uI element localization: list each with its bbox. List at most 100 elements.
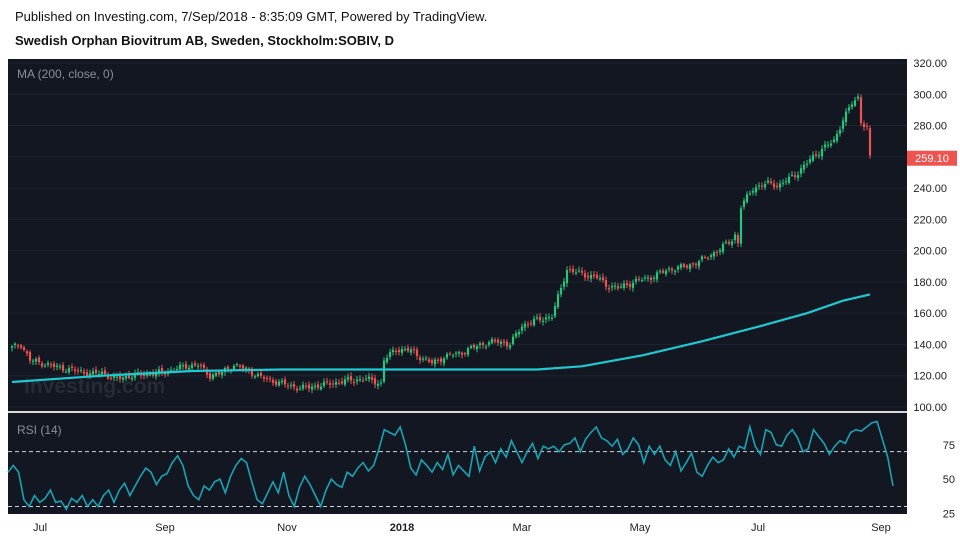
candle-body	[865, 125, 869, 127]
candle-body	[478, 343, 482, 346]
candle-body	[631, 282, 635, 289]
price-tick-label: 300.00	[913, 89, 947, 101]
candle-body	[565, 270, 569, 284]
price-tick-label: 160.00	[913, 308, 947, 320]
candle-body	[628, 284, 632, 287]
candle-body	[133, 373, 137, 378]
candle-body	[736, 235, 740, 244]
time-axis: Jul Sep Nov 2018 Mar May Jul Sep	[33, 522, 891, 534]
candle-body	[733, 234, 737, 240]
candle-body	[721, 243, 725, 252]
candle-body	[703, 256, 707, 258]
candle-body	[370, 377, 374, 380]
candle-body	[79, 370, 83, 372]
candle-body	[130, 377, 134, 380]
candle-body	[613, 285, 617, 287]
candle-body	[598, 278, 602, 280]
candle-body	[610, 286, 614, 288]
candle-body	[835, 133, 839, 141]
candle-body	[463, 353, 467, 355]
price-tick-label: 120.00	[913, 371, 947, 383]
candle-body	[799, 168, 803, 174]
candle-body	[319, 386, 323, 390]
candle-body	[856, 96, 860, 99]
candle-body	[700, 256, 704, 260]
candle-body	[115, 376, 119, 378]
candle-body	[589, 274, 593, 279]
candle-body	[22, 347, 26, 350]
candle-body	[340, 381, 344, 384]
time-tick-label: 2018	[390, 522, 414, 534]
candle-body	[196, 365, 200, 367]
candle-body	[214, 373, 218, 376]
candle-body	[280, 380, 284, 383]
candle-body	[706, 257, 710, 259]
candle-body	[823, 144, 827, 148]
candle-body	[94, 369, 98, 374]
candle-body	[655, 272, 659, 280]
candle-body	[244, 367, 248, 370]
rsi-pane-background	[8, 413, 907, 514]
candle-body	[646, 277, 650, 279]
last-price-tag-box	[907, 150, 957, 166]
candle-body	[202, 364, 206, 368]
candle-body	[601, 277, 605, 281]
rsi-tick-label: 50	[943, 474, 955, 486]
candle-body	[307, 384, 311, 389]
candle-body	[574, 272, 578, 274]
candle-body	[559, 288, 563, 295]
candle-body	[88, 373, 92, 377]
candle-body	[586, 275, 590, 278]
candle-body	[493, 339, 497, 342]
candle-body	[364, 378, 368, 380]
time-tick-label: Jul	[33, 522, 47, 534]
candle-body	[286, 385, 290, 387]
candle-body	[226, 366, 230, 369]
candle-body	[841, 120, 845, 129]
candle-body	[775, 185, 779, 187]
candle-body	[16, 345, 20, 347]
candle-body	[640, 280, 644, 282]
candle-body	[805, 163, 809, 165]
candle-body	[814, 154, 818, 156]
candle-body	[868, 128, 872, 156]
candle-body	[766, 180, 770, 183]
candle-body	[331, 383, 335, 385]
candle-body	[151, 372, 155, 376]
candle-body	[163, 373, 167, 375]
candle-body	[484, 346, 488, 348]
candle-body	[10, 346, 14, 348]
published-line: Published on Investing.com, 7/Sep/2018 -…	[15, 9, 488, 24]
candle-body	[220, 371, 224, 376]
candle-body	[532, 318, 536, 326]
time-tick-label: Nov	[277, 522, 297, 534]
candle-body	[262, 377, 266, 379]
candle-body	[838, 129, 842, 134]
price-tick-label: 200.00	[913, 246, 947, 258]
candle-body	[715, 252, 719, 254]
candle-body	[583, 273, 587, 278]
candle-body	[616, 286, 620, 289]
candle-body	[304, 385, 308, 387]
price-axis-background	[907, 59, 960, 514]
candle-body	[679, 264, 683, 268]
time-tick-label: May	[630, 522, 651, 534]
ma-200-line	[11, 293, 871, 384]
candle-body	[265, 377, 269, 379]
candle-body	[796, 175, 800, 178]
candle-body	[424, 358, 428, 360]
candle-body	[718, 250, 722, 252]
last-price-tag: 259.10	[907, 150, 957, 166]
price-gridlines	[8, 62, 907, 408]
candle-body	[568, 269, 572, 271]
candle-body	[595, 275, 599, 278]
candle-body	[346, 377, 350, 380]
candle-body	[91, 371, 95, 375]
candle-body	[562, 281, 566, 287]
candle-body	[454, 352, 458, 354]
candle-body	[430, 360, 434, 364]
candle-body	[571, 268, 575, 273]
candle-body	[64, 371, 68, 373]
candle-body	[475, 346, 479, 350]
